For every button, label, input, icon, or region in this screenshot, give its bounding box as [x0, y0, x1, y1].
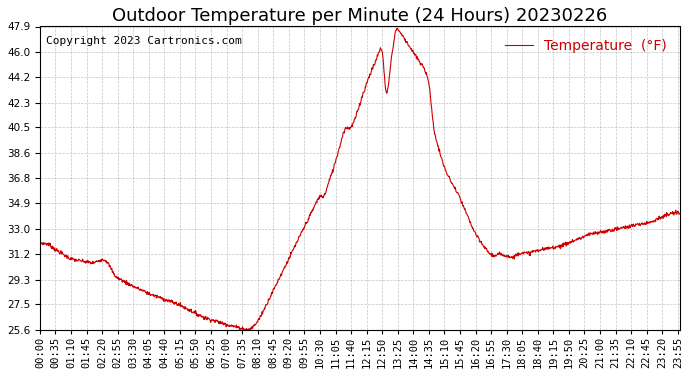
- Legend: Temperature  (°F): Temperature (°F): [500, 33, 673, 58]
- Temperature  (°F): [239, 329, 247, 334]
- Title: Outdoor Temperature per Minute (24 Hours) 20230226: Outdoor Temperature per Minute (24 Hours…: [112, 7, 607, 25]
- Temperature  (°F): [162, 298, 170, 302]
- Temperature  (°F): [460, 207, 469, 212]
- Temperature  (°F): [600, 231, 609, 236]
- Temperature  (°F): [676, 211, 684, 216]
- Temperature  (°F): [250, 324, 258, 328]
- Line: Temperature  (°F): Temperature (°F): [40, 28, 680, 332]
- Temperature  (°F): [36, 239, 44, 243]
- Temperature  (°F): [544, 247, 552, 252]
- Text: Copyright 2023 Cartronics.com: Copyright 2023 Cartronics.com: [46, 36, 242, 46]
- Temperature  (°F): [178, 303, 186, 308]
- Temperature  (°F): [393, 26, 401, 30]
